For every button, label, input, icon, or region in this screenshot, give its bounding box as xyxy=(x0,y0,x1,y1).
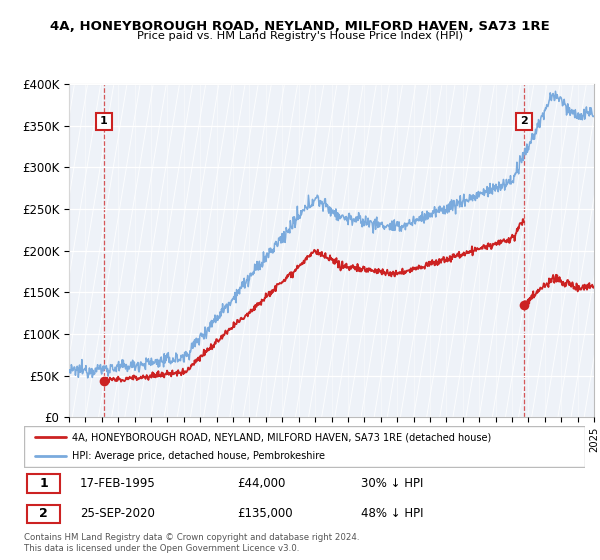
Text: 1: 1 xyxy=(100,116,107,127)
Text: 25-SEP-2020: 25-SEP-2020 xyxy=(80,507,155,520)
Text: 4A, HONEYBOROUGH ROAD, NEYLAND, MILFORD HAVEN, SA73 1RE (detached house): 4A, HONEYBOROUGH ROAD, NEYLAND, MILFORD … xyxy=(71,432,491,442)
FancyBboxPatch shape xyxy=(24,427,585,467)
Text: 2: 2 xyxy=(520,116,528,127)
Text: £135,000: £135,000 xyxy=(237,507,293,520)
Text: Price paid vs. HM Land Registry's House Price Index (HPI): Price paid vs. HM Land Registry's House … xyxy=(137,31,463,41)
Text: 30% ↓ HPI: 30% ↓ HPI xyxy=(361,477,423,490)
Text: 2: 2 xyxy=(39,507,48,520)
Text: 4A, HONEYBOROUGH ROAD, NEYLAND, MILFORD HAVEN, SA73 1RE: 4A, HONEYBOROUGH ROAD, NEYLAND, MILFORD … xyxy=(50,20,550,32)
Text: £44,000: £44,000 xyxy=(237,477,286,490)
Text: HPI: Average price, detached house, Pembrokeshire: HPI: Average price, detached house, Pemb… xyxy=(71,451,325,461)
FancyBboxPatch shape xyxy=(27,474,61,493)
Text: 17-FEB-1995: 17-FEB-1995 xyxy=(80,477,156,490)
Text: 1: 1 xyxy=(39,477,48,490)
FancyBboxPatch shape xyxy=(27,505,61,523)
Text: 48% ↓ HPI: 48% ↓ HPI xyxy=(361,507,423,520)
Text: Contains HM Land Registry data © Crown copyright and database right 2024.
This d: Contains HM Land Registry data © Crown c… xyxy=(24,533,359,553)
